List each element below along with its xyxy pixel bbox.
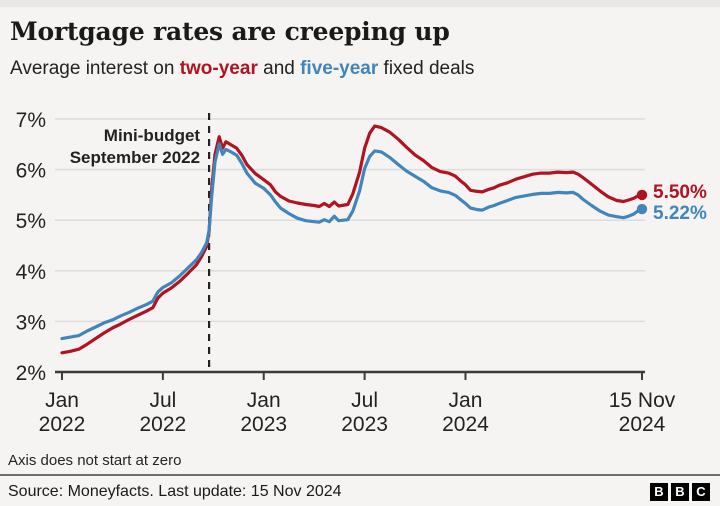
end-dot-two-year <box>636 189 648 201</box>
chart-subtitle: Average interest on two-year and five-ye… <box>10 57 710 81</box>
subtitle-mid: and <box>257 58 301 79</box>
x-tick-label-Jul: Jul <box>149 389 176 412</box>
line-five-year <box>60 142 644 341</box>
annotation-line1: Mini-budget <box>104 126 201 145</box>
x-tick-label-Jul-year: 2022 <box>140 413 187 436</box>
line-two-year <box>60 124 644 355</box>
y-tick-label-5: 5% <box>16 210 46 233</box>
legend-five-year: five-year <box>300 58 379 79</box>
annotation-line2: September 2022 <box>70 148 200 167</box>
source-text: Source: Moneyfacts. Last update: 15 Nov … <box>8 483 342 500</box>
top-edge-strip <box>0 0 720 7</box>
x-tick-label-Jul-year: 2023 <box>341 413 388 436</box>
x-tick-label-15 Nov: 15 Nov <box>609 389 676 412</box>
x-tick-label-Jan: Jan <box>45 389 79 412</box>
x-tick-label-Jul: Jul <box>351 389 378 412</box>
bbc-logo-block-b2: B <box>671 483 689 501</box>
x-tick-label-Jan: Jan <box>449 389 483 412</box>
legend-two-year: two-year <box>179 58 258 79</box>
page-title: Mortgage rates are creeping up <box>10 17 450 46</box>
bbc-logo: B B C <box>650 483 710 501</box>
subtitle-prefix: Average interest on <box>10 58 180 79</box>
y-tick-label-2: 2% <box>16 362 46 385</box>
x-tick-label-Jan-year: 2024 <box>442 413 489 436</box>
subtitle-suffix: fixed deals <box>378 58 475 79</box>
x-tick-label-Jan: Jan <box>247 389 281 412</box>
y-tick-label-6: 6% <box>16 160 46 183</box>
end-label-two-year: 5.50% <box>653 182 707 203</box>
x-tick-label-15 Nov-year: 2024 <box>619 413 666 436</box>
end-label-five-year: 5.22% <box>653 203 707 224</box>
axis-footnote: Axis does not start at zero <box>8 452 182 469</box>
footer-divider <box>0 474 720 476</box>
end-dot-five-year <box>636 203 648 215</box>
y-tick-label-7: 7% <box>16 109 46 132</box>
x-tick-label-Jan-year: 2023 <box>240 413 287 436</box>
x-tick-label-Jan-year: 2022 <box>39 413 86 436</box>
y-tick-label-3: 3% <box>16 311 46 334</box>
bbc-logo-block-b1: B <box>650 483 668 501</box>
y-tick-label-4: 4% <box>16 261 46 284</box>
bbc-logo-block-c: C <box>692 483 710 501</box>
